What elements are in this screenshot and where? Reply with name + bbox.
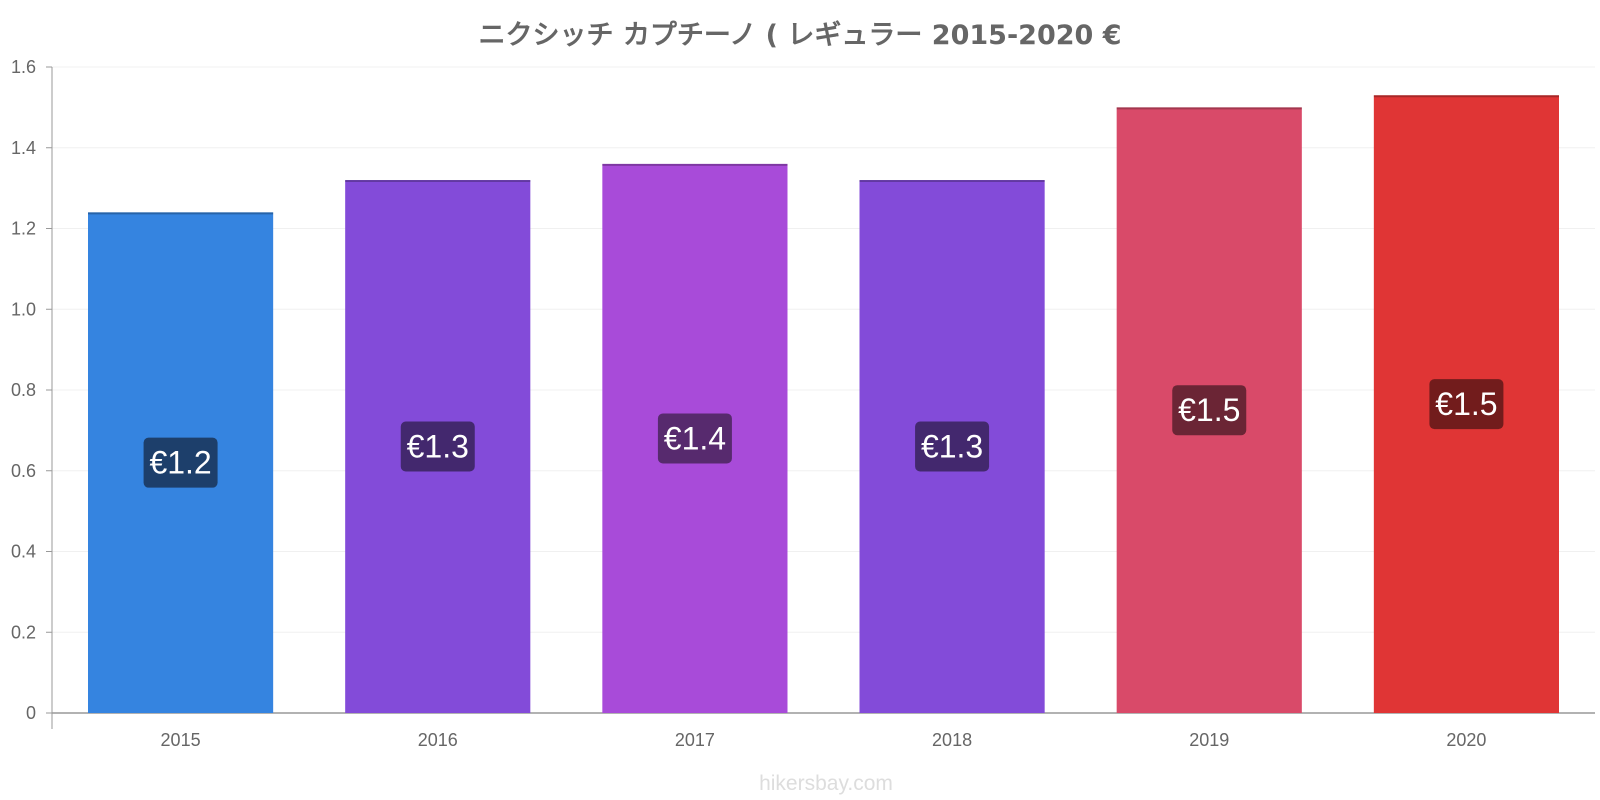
y-tick-label: 0.2 — [11, 622, 36, 642]
data-label: €1.2 — [149, 445, 211, 481]
data-label-box — [143, 437, 218, 488]
x-axis-ticks: 2015 2016 2017 2018 2019 2020 — [161, 730, 1487, 750]
x-tick-label: 2019 — [1189, 730, 1229, 750]
axes — [51, 67, 1595, 729]
y-tick-label: 0.6 — [11, 461, 36, 481]
bars — [88, 95, 1559, 714]
data-label: €1.5 — [1435, 386, 1497, 422]
data-labels: €1.2 €1.3 €1.4 €1.3 €1.5 €1.5 — [143, 379, 1504, 488]
x-tick-label: 2016 — [418, 730, 458, 750]
y-tick-label: 1.4 — [11, 138, 36, 158]
data-label-box — [1429, 379, 1504, 430]
data-label: €1.5 — [1178, 392, 1240, 428]
y-tick-label: 0 — [26, 703, 36, 723]
data-label: €1.4 — [664, 420, 726, 456]
data-label: €1.3 — [407, 429, 469, 465]
y-tick-label: 1.0 — [11, 299, 36, 319]
data-label-box — [1172, 385, 1247, 436]
x-tick-label: 2018 — [932, 730, 972, 750]
x-tick-label: 2020 — [1446, 730, 1486, 750]
grid-lines — [52, 66, 1595, 633]
y-axis-ticks: 0 0.2 0.4 0.6 0.8 1.0 1.2 1.4 1.6 — [11, 57, 52, 723]
data-label-box — [400, 421, 475, 472]
chart-title: ニクシッチ カプチーノ ( レギュラー 2015-2020 € — [478, 20, 1121, 51]
y-tick-label: 1.2 — [11, 219, 36, 239]
x-tick-label: 2015 — [161, 730, 201, 750]
x-tick-label: 2017 — [675, 730, 715, 750]
y-tick-label: 0.4 — [11, 542, 36, 562]
watermark: hikersbay.com — [759, 772, 893, 795]
y-tick-label: 0.8 — [11, 380, 36, 400]
data-label: €1.3 — [921, 429, 983, 465]
data-label-box — [657, 413, 732, 464]
data-label-box — [915, 421, 990, 472]
y-tick-label: 1.6 — [11, 57, 36, 77]
